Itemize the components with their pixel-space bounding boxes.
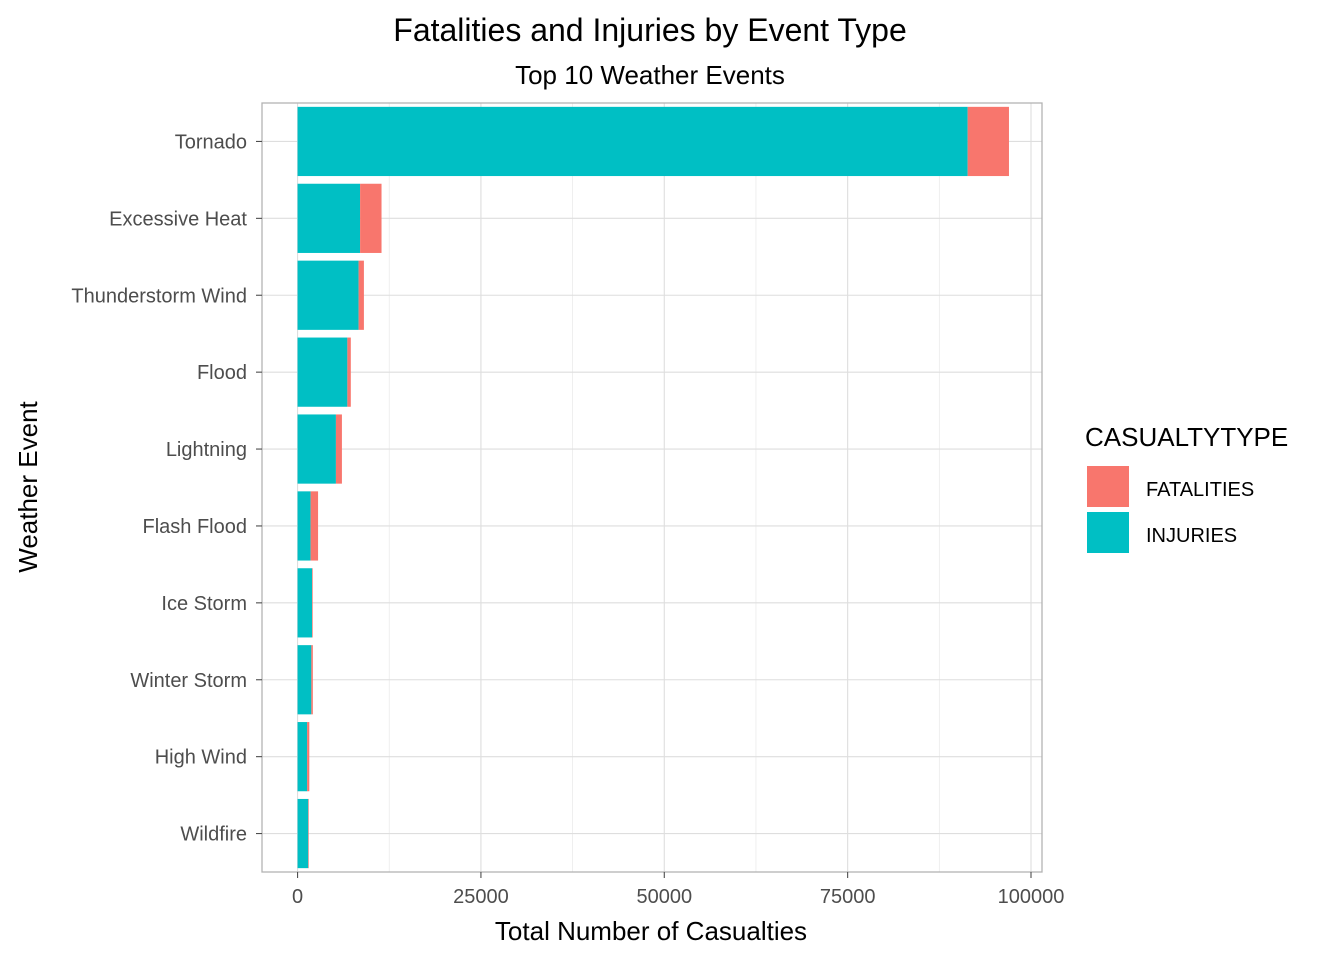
bar-ice-storm-injuries [297,568,313,638]
y-tick-label-tornado: Tornado [175,131,247,153]
bar-tornado-injuries [297,106,968,177]
legend-label-injuries: INJURIES [1146,525,1237,547]
bar-excessive-heat-fatalities [360,183,382,253]
y-tick-label-wildfire: Wildfire [180,824,247,846]
bar-lightning-injuries [297,414,336,484]
x-tick-label: 50000 [636,886,692,908]
bar-flash-flood-fatalities [310,491,319,561]
bar-high-wind-injuries [297,722,308,792]
bar-thunderstorm-wind-injuries [297,260,359,330]
y-tick-label-winter-storm: Winter Storm [130,670,247,692]
legend-swatch-injuries [1087,512,1129,553]
bar-flood-injuries [297,337,348,407]
bars [297,106,1009,869]
legend: CASUALTYTYPE FATALITIES INJURIES [1085,422,1288,553]
bar-high-wind-fatalities [307,722,310,792]
y-tick-label-thunderstorm-wind: Thunderstorm Wind [71,285,247,307]
bar-wildfire-injuries [297,798,309,869]
y-tick-label-flash-flood: Flash Flood [143,516,248,538]
bar-excessive-heat-injuries [297,183,361,253]
x-tick-label: 75000 [820,886,876,908]
chart-subtitle: Top 10 Weather Events [515,60,785,90]
bar-tornado-fatalities [967,106,1009,177]
legend-label-fatalities: FATALITIES [1146,479,1254,501]
bar-flash-flood-injuries [297,491,311,561]
x-tick-label: 100000 [998,886,1065,908]
bar-thunderstorm-wind-fatalities [358,260,364,330]
y-tick-label-flood: Flood [197,362,247,384]
x-axis-title: Total Number of Casualties [495,916,807,946]
y-axis-title: Weather Event [13,400,43,572]
legend-title: CASUALTYTYPE [1085,422,1288,452]
chart-title: Fatalities and Injuries by Event Type [393,12,906,48]
bar-winter-storm-fatalities [311,645,313,715]
y-tick-label-high-wind: High Wind [155,747,247,769]
x-tick-label: 25000 [453,886,509,908]
x-tick-label: 0 [292,886,303,908]
y-tick-label-lightning: Lightning [166,439,247,461]
bar-winter-storm-injuries [297,645,312,715]
panel-background [262,103,1042,872]
bar-flood-fatalities [347,337,351,407]
y-tick-label-ice-storm: Ice Storm [161,593,247,615]
bar-ice-storm-fatalities [312,568,313,638]
bar-wildfire-fatalities [308,798,309,869]
panel-border [261,102,1043,873]
axes: 0 25000 50000 75000 100000 Tornado Excessive H… [71,131,1064,908]
legend-swatch-fatalities [1087,466,1129,507]
y-tick-label-excessive-heat: Excessive Heat [109,208,247,230]
bar-lightning-fatalities [335,414,342,484]
